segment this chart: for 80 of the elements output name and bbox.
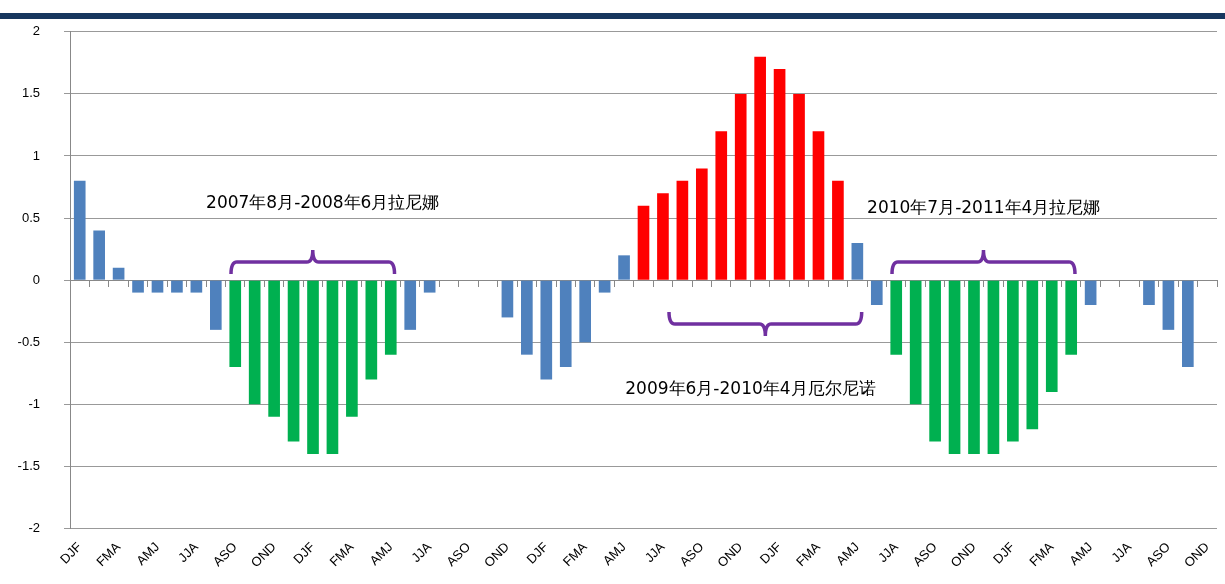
bar xyxy=(93,230,105,280)
annotation: 2009年6月-2010年4月厄尔尼诺 xyxy=(625,377,876,398)
bar xyxy=(229,280,242,368)
bar xyxy=(1026,280,1039,430)
bar xyxy=(287,280,300,442)
y-tick-label: 0 xyxy=(32,271,40,287)
bar xyxy=(404,280,417,330)
y-tick-label: -2 xyxy=(28,520,40,536)
bar xyxy=(423,280,436,293)
bar xyxy=(929,280,941,442)
x-tick-label: JJA xyxy=(408,538,435,566)
x-tick-label: FMA xyxy=(559,538,591,570)
bar xyxy=(346,280,358,417)
bar xyxy=(987,280,1000,455)
bar xyxy=(754,56,766,280)
bar xyxy=(676,180,689,280)
bar xyxy=(1007,280,1019,442)
bar xyxy=(190,280,203,293)
x-tick-label: JJA xyxy=(1108,538,1135,566)
y-tick-label: 2 xyxy=(32,23,40,39)
bar xyxy=(365,280,378,380)
y-tick-label: 1.5 xyxy=(21,85,40,101)
bar xyxy=(773,69,786,280)
bar xyxy=(540,280,553,380)
x-tick-label: FMA xyxy=(793,538,824,570)
bar xyxy=(1143,280,1155,306)
bar xyxy=(579,280,592,343)
bar xyxy=(73,180,86,280)
annotation: 2007年8月-2008年6月拉尼娜 xyxy=(206,191,440,212)
bar xyxy=(248,280,261,405)
bar xyxy=(112,267,125,280)
bar xyxy=(870,280,883,306)
bar xyxy=(793,93,805,280)
x-tick-label: JJA xyxy=(175,538,202,566)
bar xyxy=(384,280,397,355)
bar xyxy=(734,93,747,280)
bar xyxy=(657,193,669,280)
bar xyxy=(209,280,222,330)
y-tick-label: -1.5 xyxy=(17,458,40,474)
x-tick-label: FMA xyxy=(1026,538,1057,570)
bar xyxy=(1162,280,1175,330)
bar xyxy=(968,280,980,455)
y-tick-label: 1 xyxy=(32,147,40,163)
bar xyxy=(948,280,961,455)
bar xyxy=(812,131,825,280)
bar xyxy=(909,280,922,405)
bar xyxy=(171,280,183,293)
y-tick-label: -1 xyxy=(28,395,40,411)
y-tick-label: -0.5 xyxy=(17,333,40,349)
bar xyxy=(501,280,514,318)
bar xyxy=(695,168,708,280)
y-tick-label: 0.5 xyxy=(21,209,40,225)
x-tick-label: DJF xyxy=(290,539,318,567)
bar xyxy=(1182,280,1194,368)
bar xyxy=(618,255,630,280)
bar xyxy=(307,280,319,455)
bar xyxy=(132,280,144,293)
x-tick-label: FMA xyxy=(93,538,124,570)
x-tick-label: DJF xyxy=(56,539,85,567)
bar xyxy=(1065,280,1078,355)
bar xyxy=(268,280,280,417)
bar xyxy=(1084,280,1097,306)
x-tick-label: JJA xyxy=(874,538,902,566)
bar xyxy=(598,280,611,293)
x-tick-label: FMA xyxy=(326,538,357,570)
x-tick-label: JJA xyxy=(641,538,668,566)
bar xyxy=(832,180,844,280)
bar xyxy=(1045,280,1058,392)
annotation: 2010年7月-2011年4月拉尼娜 xyxy=(867,196,1101,217)
bar xyxy=(851,242,864,280)
bar xyxy=(890,280,903,355)
bar xyxy=(151,280,164,293)
bar xyxy=(637,205,650,280)
bar xyxy=(326,280,339,455)
x-tick-label: DJF xyxy=(756,539,785,567)
x-tick-label: DJF xyxy=(523,539,551,567)
bar xyxy=(521,280,533,355)
bar xyxy=(715,131,728,280)
bar xyxy=(559,280,572,368)
x-tick-label: DJF xyxy=(990,539,1018,567)
